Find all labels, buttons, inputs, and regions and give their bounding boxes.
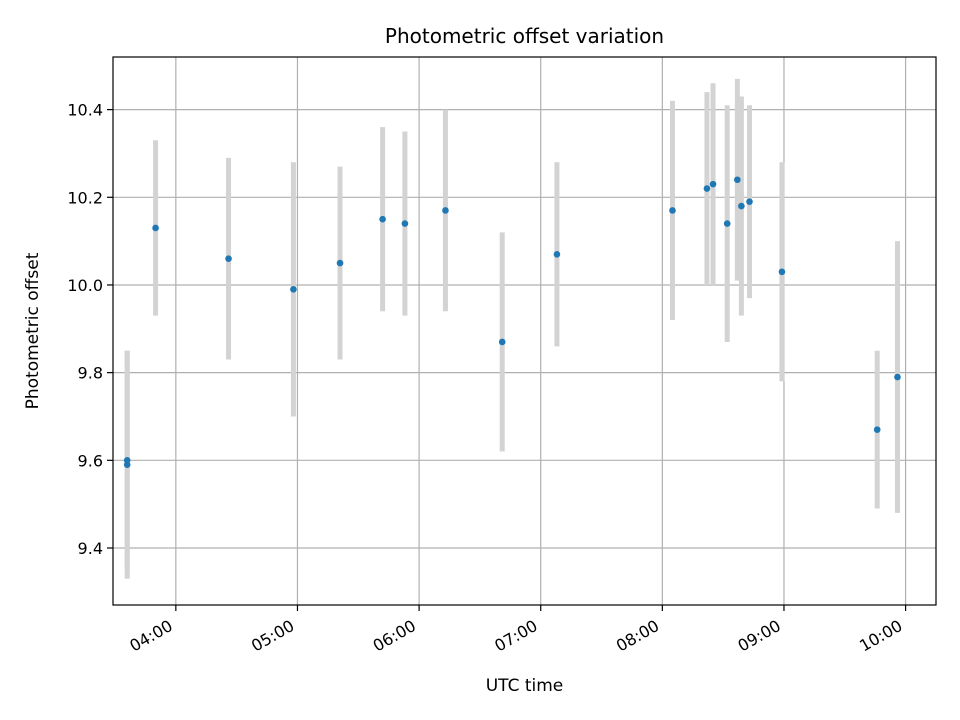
data-point — [379, 215, 386, 223]
data-point — [894, 373, 901, 381]
chart-title: Photometric offset variation — [385, 24, 664, 48]
data-point — [873, 426, 881, 433]
data-point — [290, 286, 297, 293]
y-tick-label: 9.4 — [78, 539, 103, 558]
data-point — [734, 176, 741, 184]
data-point — [336, 259, 344, 267]
data-point — [442, 207, 449, 214]
y-tick-label: 10.2 — [67, 188, 103, 207]
data-point — [703, 185, 711, 192]
data-point — [778, 268, 786, 276]
plot-frame — [112, 56, 937, 606]
data-point — [152, 224, 159, 232]
y-tick-label: 10.0 — [67, 276, 103, 295]
data-point — [225, 255, 232, 262]
data-point — [669, 207, 676, 214]
data-point — [401, 220, 409, 227]
data-point — [553, 250, 561, 258]
data-points — [123, 176, 901, 469]
x-axis-label: UTC time — [486, 676, 564, 696]
y-axis-ticks: 9.4 9.6 9.8 10.0 10.2 10.4 — [67, 101, 113, 558]
data-point — [723, 220, 731, 227]
data-point — [738, 202, 745, 210]
y-tick-label: 9.6 — [78, 451, 103, 470]
y-tick-label: 9.8 — [78, 364, 103, 383]
data-point — [709, 180, 717, 188]
data-point — [746, 198, 753, 205]
data-point — [123, 457, 131, 464]
y-axis-label: Photometric offset — [23, 252, 43, 409]
data-point — [498, 338, 506, 346]
y-tick-label: 10.4 — [67, 101, 103, 120]
